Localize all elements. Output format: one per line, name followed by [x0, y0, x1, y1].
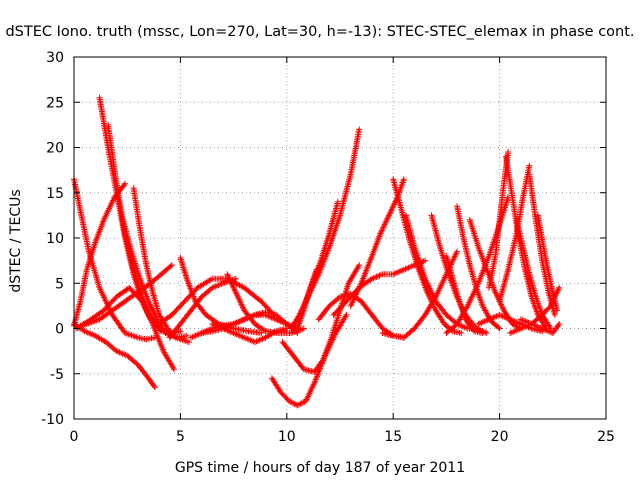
y-tick-label: 20 — [46, 141, 64, 157]
y-tick-label: 30 — [46, 50, 64, 66]
chart-title: dSTEC Iono. truth (mssc, Lon=270, Lat=30… — [5, 24, 634, 40]
x-tick-label: 0 — [70, 429, 79, 445]
x-axis-label: GPS time / hours of day 187 of year 2011 — [175, 460, 465, 476]
x-tick-label: 5 — [176, 429, 185, 445]
x-tick-label: 10 — [278, 429, 296, 445]
y-tick-label: 10 — [46, 231, 64, 247]
series-21-points — [294, 266, 320, 332]
y-tick-label: 5 — [55, 276, 64, 292]
x-tick-label: 20 — [491, 429, 509, 445]
y-axis-label: dSTEC / TECUs — [8, 189, 24, 292]
series-18-points — [279, 262, 363, 375]
y-tick-label: -5 — [50, 367, 64, 383]
axes: 0 5 10 15 20 25 -10 -5 0 5 10 15 20 25 30 — [41, 50, 615, 445]
y-tick-label: 0 — [55, 322, 64, 338]
series-27-points — [403, 212, 482, 332]
series-33-points — [486, 149, 512, 291]
x-tick-label: 15 — [384, 429, 402, 445]
series-37-points — [513, 216, 554, 332]
series-38-points — [526, 171, 558, 318]
series-41-points — [517, 316, 563, 336]
series-15-points — [224, 271, 307, 336]
x-tick-label: 25 — [597, 429, 615, 445]
series-11-points — [166, 275, 239, 341]
series-16-points — [209, 321, 290, 346]
y-tick-label: -10 — [41, 412, 64, 428]
y-tick-label: 15 — [46, 186, 64, 202]
y-tick-label: 25 — [46, 95, 64, 111]
